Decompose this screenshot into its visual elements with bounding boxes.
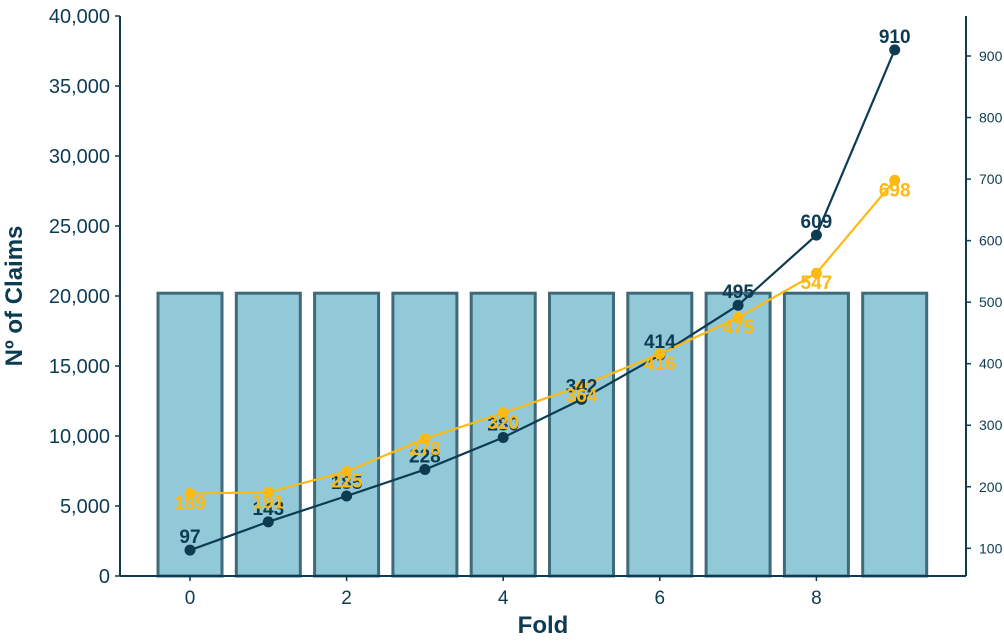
series-1-point <box>497 407 509 419</box>
y-left-tick-label: 15,000 <box>49 356 110 378</box>
series-1-data-label: 191 <box>252 492 284 513</box>
y-axis-title: Nº of Claims <box>1 226 28 367</box>
y-left-tick-label: 30,000 <box>49 146 110 168</box>
series-1-data-label: 475 <box>722 318 754 339</box>
series-0-point <box>184 544 196 556</box>
y-left-tick-label: 20,000 <box>49 286 110 308</box>
bar-9 <box>861 291 929 578</box>
y-right-tick-label: 800 <box>979 110 1003 126</box>
y-right-tick-label: 200 <box>979 479 1003 495</box>
series-1-line <box>189 179 896 495</box>
series-1-data-label: 416 <box>644 354 676 375</box>
bars-layer <box>156 291 929 578</box>
y-right-tick-label: 700 <box>979 171 1003 187</box>
x-tick-label: 0 <box>185 588 196 609</box>
series-0-data-label: 228 <box>409 447 441 468</box>
bar-5 <box>548 291 615 578</box>
x-axis-title: Fold <box>518 612 569 636</box>
series-1-point <box>732 312 744 324</box>
x-tick-label: 8 <box>811 588 822 609</box>
series-0-data-label: 280 <box>487 415 519 436</box>
series-1-data-label: 225 <box>331 471 363 492</box>
lines-layer <box>184 44 901 556</box>
series-0-data-label: 414 <box>644 332 676 353</box>
series-1-data-label: 364 <box>566 386 598 407</box>
series-0-point <box>889 44 901 56</box>
series-1-data-label: 320 <box>487 413 519 434</box>
bar-2 <box>313 291 381 578</box>
series-0-data-label: 342 <box>566 376 598 397</box>
y-right-tick-label: 900 <box>979 48 1003 64</box>
series-1-point <box>889 174 901 186</box>
series-0-data-label: 185 <box>331 473 363 494</box>
series-0-data-label: 97 <box>179 527 200 548</box>
series-1-point <box>419 433 431 445</box>
bar-0 <box>156 291 224 578</box>
series-0-data-label: 495 <box>722 282 754 303</box>
y-left-tick-label: 0 <box>99 566 110 588</box>
y-right-tick-label: 300 <box>979 417 1003 433</box>
y-left-tick-label: 35,000 <box>49 76 110 98</box>
series-0-point <box>341 490 353 502</box>
series-0-point <box>419 464 431 476</box>
y-right-tick-label: 500 <box>979 294 1003 310</box>
series-0-point <box>576 393 587 405</box>
series-0-data-label: 609 <box>801 212 833 233</box>
y-right-tick-label: 400 <box>979 356 1003 372</box>
series-0-point <box>262 516 274 528</box>
x-tick-label: 2 <box>341 588 352 609</box>
series-0-data-label: 910 <box>879 27 911 48</box>
bar-1 <box>234 291 302 578</box>
series-1-point <box>341 465 353 477</box>
y-left-tick-label: 25,000 <box>49 216 110 238</box>
series-0-point <box>497 432 509 444</box>
y-right-tick-label: 600 <box>979 233 1003 249</box>
series-0-line <box>189 49 896 552</box>
series-1-point <box>576 380 587 392</box>
x-tick-label: 6 <box>655 588 666 609</box>
axes-layer: 0 5,000 10,000 15,000 20,000 25,000 30,000 35,0… <box>49 6 1003 609</box>
series-0-point <box>732 299 744 311</box>
y-right-tick-label: 100 <box>979 540 1003 556</box>
y-left-tick-label: 40,000 <box>49 6 110 28</box>
series-1-point <box>810 267 822 279</box>
series-1-point <box>654 348 666 360</box>
series-0-point <box>810 229 822 241</box>
series-1-data-label: 547 <box>801 273 833 294</box>
series-1-point <box>262 486 274 498</box>
series-1-point <box>184 488 196 500</box>
bar-8 <box>782 291 850 578</box>
series-1-data-label: 189 <box>174 494 206 515</box>
y-left-tick-label: 5,000 <box>60 496 110 518</box>
x-tick-label: 4 <box>498 588 509 609</box>
series-0-data-label: 143 <box>252 499 284 520</box>
series-1-data-label: 278 <box>409 439 441 460</box>
series-1-data-label: 698 <box>879 180 911 201</box>
y-left-tick-label: 10,000 <box>49 426 110 448</box>
labels-layer: 97 143 185 228 280 342 414 495 609 910 189 191 225 27… <box>174 27 910 548</box>
